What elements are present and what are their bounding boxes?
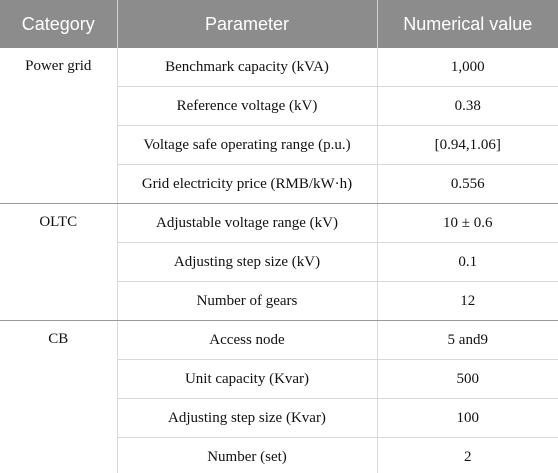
header-row: Category Parameter Numerical value — [0, 0, 558, 48]
table-row: Reference voltage (kV) 0.38 — [0, 86, 558, 126]
table-row: Adjusting step size (Kvar) 100 — [0, 398, 558, 438]
value-cell: 0.1 — [377, 242, 558, 282]
parameter-cell: Benchmark capacity (kVA) — [117, 48, 378, 87]
value-cell: 10 ± 0.6 — [377, 203, 558, 243]
value-cell: 0.556 — [377, 164, 558, 204]
value-cell: [0.94,1.06] — [377, 125, 558, 165]
category-cell: OLTC — [0, 203, 118, 321]
table-row: OLTC Adjustable voltage range (kV) 10 ± 0.… — [0, 203, 558, 321]
table-row: Unit capacity (Kvar) 500 — [0, 359, 558, 399]
parameter-cell: Unit capacity (Kvar) — [117, 359, 378, 399]
header-cell: Numerical value — [377, 0, 558, 48]
parameter-cell: Adjusting step size (Kvar) — [117, 398, 378, 438]
parameter-cell: Adjustable voltage range (kV) — [117, 203, 378, 243]
table-row: Adjusting step size (kV) 0.1 — [0, 242, 558, 282]
header-cell: Category — [0, 0, 118, 48]
value-cell: 2 — [377, 437, 558, 473]
parameter-cell: Number (set) — [117, 437, 378, 473]
table-row: Voltage safe operating range (p.u.) [0.94… — [0, 125, 558, 165]
parameter-cell: Number of gears — [117, 281, 378, 321]
table-row: Number of gears 12 — [0, 281, 558, 321]
parameter-cell: Grid electricity price (RMB/kW·h) — [117, 164, 378, 204]
value-cell: 5 and9 — [377, 320, 558, 360]
value-cell: 12 — [377, 281, 558, 321]
parameter-cell: Adjusting step size (kV) — [117, 242, 378, 282]
header-cell: Parameter — [117, 0, 378, 48]
parameter-cell: Voltage safe operating range (p.u.) — [117, 125, 378, 165]
value-cell: 100 — [377, 398, 558, 438]
table-row: Power grid Benchmark capacity (kVA) 1,000 — [0, 48, 558, 204]
value-cell: 500 — [377, 359, 558, 399]
table-body: Power grid Benchmark capacity (kVA) 1,000 R… — [0, 48, 558, 473]
table-row: Grid electricity price (RMB/kW·h) 0.556 — [0, 164, 558, 204]
parameter-cell: Access node — [117, 320, 378, 360]
category-cell: CB — [0, 320, 118, 473]
parameter-cell: Reference voltage (kV) — [117, 86, 378, 126]
value-cell: 0.38 — [377, 86, 558, 126]
table-row: Number (set) 2 — [0, 437, 558, 473]
category-cell: Power grid — [0, 48, 118, 204]
table-row: CB Access node 5 and9 — [0, 320, 558, 473]
value-cell: 1,000 — [377, 48, 558, 87]
